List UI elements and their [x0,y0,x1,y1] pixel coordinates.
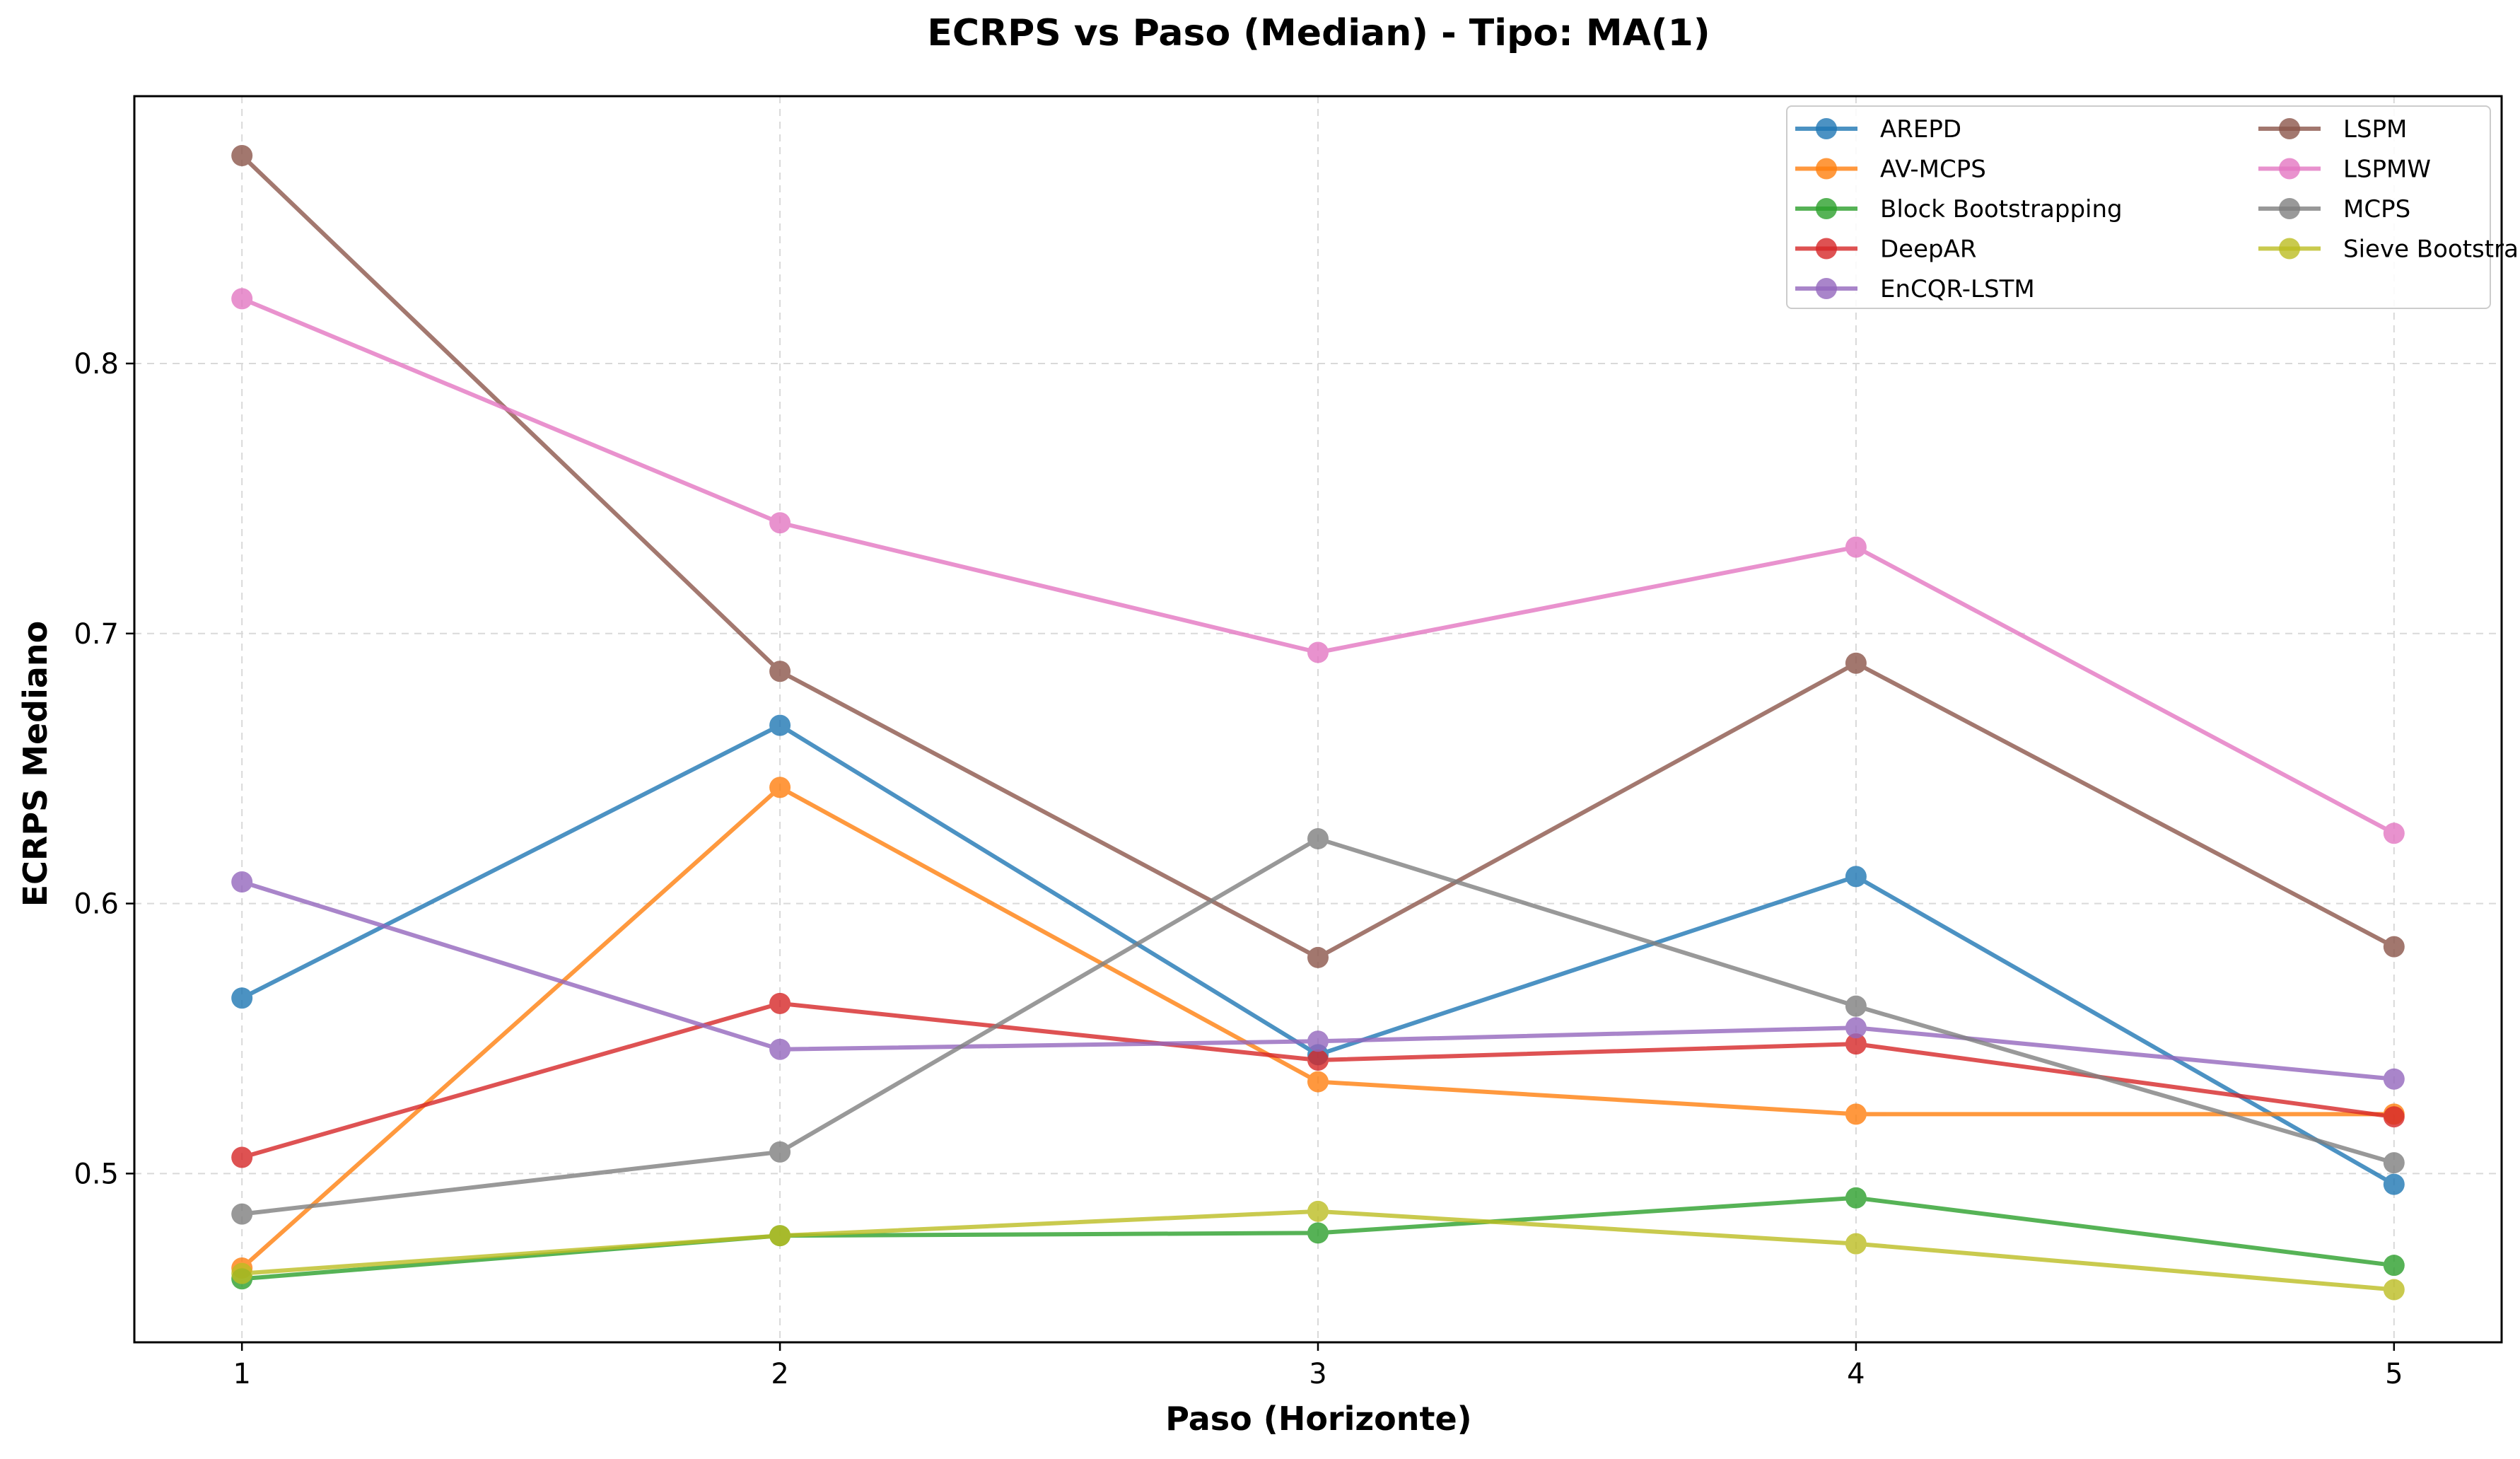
data-point [1845,1187,1867,1209]
legend-label: AREPD [1880,115,1961,144]
legend-item: EnCQR-LSTM [1795,275,2035,303]
data-point [1307,1030,1329,1052]
data-point [1307,641,1329,663]
legend-item: MCPS [2258,195,2410,223]
data-point [2383,936,2405,958]
data-point [1845,652,1867,674]
series-encqr-lstm [231,871,2405,1090]
data-point [1845,866,1867,888]
data-point [769,1141,791,1163]
legend-swatch-marker [2279,118,2300,139]
data-point [231,1146,253,1168]
data-point [1845,1017,1867,1039]
data-point [769,777,791,798]
data-point [769,992,791,1014]
legend-box [1786,105,2491,309]
series-deepar [231,992,2405,1168]
data-point [231,1203,253,1225]
data-point [231,987,253,1009]
x-axis-label: Paso (Horizonte) [1165,1400,1471,1438]
legend-label: Sieve Bootstrap [2343,236,2520,264]
chart-title: ECRPS vs Paso (Median) - Tipo: MA(1) [927,12,1710,54]
legend-label: AV-MCPS [1880,156,1986,184]
legend-swatch-marker [2279,158,2300,180]
legend-swatch-marker [1816,198,1837,219]
legend-label: DeepAR [1880,236,1976,264]
legend-label: MCPS [2343,195,2410,223]
data-point [1307,827,1329,849]
legend-item: Block Bootstrapping [1795,195,2123,223]
series-mcps [231,827,2405,1225]
data-point [231,1262,253,1284]
x-tick-label: 1 [233,1358,250,1390]
data-point [2383,1255,2405,1277]
data-point [1845,995,1867,1017]
data-point [769,1225,791,1247]
legend-label: EnCQR-LSTM [1880,275,2035,303]
legend-label: LSPM [2343,115,2407,144]
x-tick-label: 5 [2385,1358,2403,1390]
data-point [231,144,253,166]
x-tick-label: 2 [771,1358,788,1390]
data-point [769,512,791,534]
legend-swatch-marker [1816,158,1837,180]
legend-item: Sieve Bootstrap [2258,236,2520,264]
legend-item: AV-MCPS [1795,156,1986,184]
y-tick-label: 0.5 [74,1158,119,1190]
data-point [1845,1033,1867,1055]
legend-label: Block Bootstrapping [1880,195,2123,223]
data-point [769,661,791,682]
data-point [1845,1233,1867,1255]
data-point [231,871,253,893]
legend-item: LSPMW [2258,156,2431,184]
data-point [2383,1279,2405,1301]
y-tick-label: 0.8 [74,348,119,380]
legend-label: LSPMW [2343,156,2431,184]
series-group [231,144,2405,1301]
series-lspm [231,144,2405,968]
data-point [1307,946,1329,968]
legend-swatch-marker [2279,238,2300,260]
legend-item: AREPD [1795,115,1961,144]
data-point [2383,1173,2405,1195]
data-point [1845,536,1867,558]
x-tick-label: 3 [1309,1358,1326,1390]
axes: 1 2 3 4 5 0.5 0.6 0.7 0.8 [74,348,2403,1390]
legend-swatch-marker [1816,118,1837,139]
legend-swatch-marker [1816,238,1837,260]
y-tick-label: 0.6 [74,888,119,921]
data-point [769,1038,791,1060]
y-axis-label: ECRPS Mediano [16,621,54,907]
data-point [1307,1200,1329,1222]
legend-item: LSPM [2258,115,2407,144]
data-point [1845,1103,1867,1125]
x-tick-label: 4 [1847,1358,1865,1390]
data-point [1307,1222,1329,1244]
legend: AREPD AV-MCPS Block Bootstrapping DeepAR EnC… [1786,105,2520,309]
series-sieve-bootstrap [231,1200,2405,1301]
series-lspmw [231,288,2405,844]
data-point [2383,1152,2405,1174]
data-point [2383,822,2405,844]
data-point [2383,1106,2405,1128]
legend-item: DeepAR [1795,236,1976,264]
data-point [2383,1068,2405,1090]
legend-swatch-marker [2279,198,2300,219]
y-tick-label: 0.7 [74,618,119,651]
data-point [231,288,253,310]
legend-swatch-marker [1816,278,1837,299]
data-point [1307,1050,1329,1071]
data-point [769,714,791,736]
data-point [1307,1071,1329,1093]
